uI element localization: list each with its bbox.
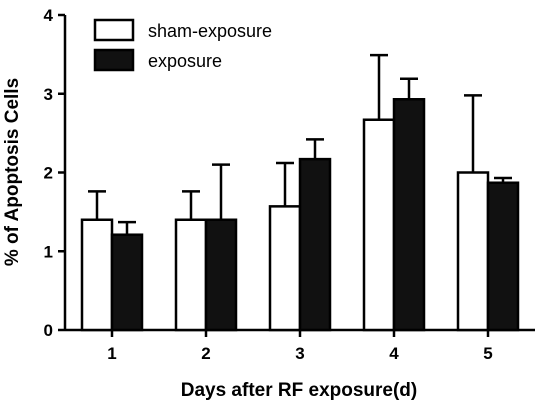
x-axis: 1 2 3 4 5 bbox=[65, 328, 535, 363]
sham-bar-4 bbox=[362, 118, 396, 332]
y-tick-label: 1 bbox=[44, 242, 53, 261]
exposure-bar-2 bbox=[204, 218, 238, 332]
legend: sham-exposure exposure bbox=[93, 18, 272, 72]
legend-label: exposure bbox=[148, 51, 222, 71]
x-tick-label: 4 bbox=[389, 344, 399, 363]
exposure-bar-3 bbox=[298, 157, 332, 332]
exposure-bar-4 bbox=[392, 98, 426, 332]
y-axis-title: % of Apoptosis Cells bbox=[2, 78, 23, 266]
y-axis: 0 1 2 3 4 bbox=[44, 6, 67, 340]
y-tick-label: 4 bbox=[44, 6, 54, 25]
legend-swatch bbox=[93, 48, 135, 72]
exposure-bar-1 bbox=[110, 233, 144, 332]
y-tick-label: 3 bbox=[44, 85, 53, 104]
x-axis-title: Days after RF exposure(d) bbox=[181, 380, 418, 401]
y-tick-label: 0 bbox=[44, 321, 53, 340]
legend-swatch bbox=[93, 18, 135, 42]
sham-bar-2 bbox=[174, 218, 208, 332]
y-tick-label: 2 bbox=[44, 164, 53, 183]
bars bbox=[80, 53, 520, 332]
x-tick-label: 1 bbox=[107, 344, 116, 363]
x-tick-label: 3 bbox=[295, 344, 304, 363]
x-tick-label: 2 bbox=[201, 344, 210, 363]
sham-bar-5 bbox=[456, 171, 490, 332]
sham-bar-3 bbox=[268, 205, 302, 332]
legend-label: sham-exposure bbox=[148, 21, 272, 41]
x-tick-label: 5 bbox=[483, 344, 492, 363]
sham-bar-1 bbox=[80, 218, 114, 332]
exposure-bar-5 bbox=[486, 181, 520, 332]
